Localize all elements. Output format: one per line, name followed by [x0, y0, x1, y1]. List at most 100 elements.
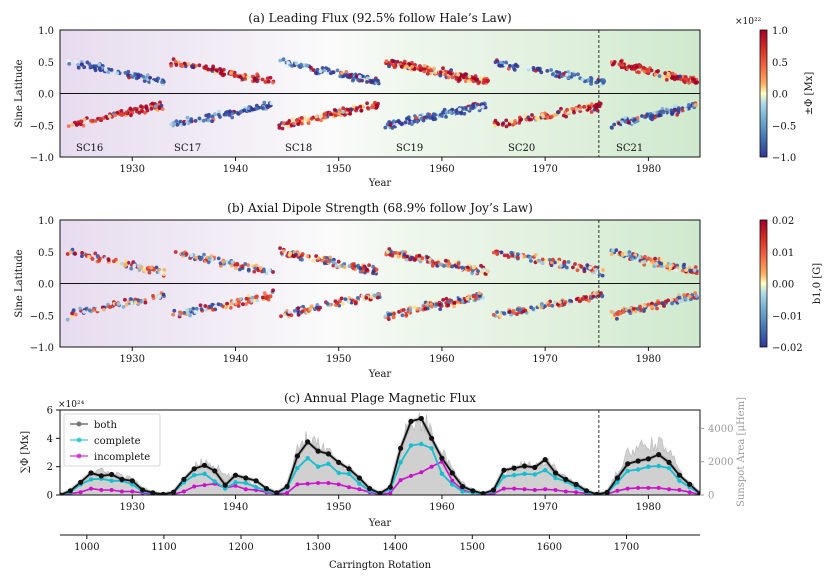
data-point	[128, 106, 133, 111]
data-point	[194, 255, 199, 260]
cycle-label-sc20: SC20	[508, 143, 535, 154]
data-point	[97, 258, 101, 263]
marker-both	[263, 486, 270, 492]
data-point	[621, 310, 626, 314]
data-point	[526, 65, 531, 69]
data-point	[668, 265, 673, 270]
data-point	[641, 65, 646, 70]
data-point	[600, 273, 605, 278]
data-point	[234, 266, 238, 270]
data-point	[93, 119, 98, 123]
data-point	[675, 112, 680, 117]
data-point	[213, 71, 217, 76]
data-point	[143, 300, 148, 305]
marker-incomplete	[119, 489, 124, 494]
data-point	[629, 64, 634, 69]
data-point	[400, 250, 405, 254]
data-point	[506, 66, 511, 71]
y-tick-label: 4	[47, 434, 53, 445]
marker-incomplete	[305, 481, 310, 486]
data-point	[175, 122, 180, 127]
data-point	[543, 304, 547, 308]
marker-complete	[212, 479, 217, 484]
data-point	[120, 261, 124, 266]
data-point	[398, 120, 402, 125]
data-point	[664, 107, 669, 112]
marker-complete	[615, 480, 620, 485]
data-point	[370, 105, 374, 110]
marker-both	[614, 475, 621, 481]
data-point	[139, 265, 144, 270]
marker-both	[367, 486, 373, 492]
data-point	[115, 261, 119, 265]
data-point	[335, 68, 340, 73]
data-point	[358, 104, 363, 109]
data-point	[126, 69, 131, 74]
data-point	[444, 115, 448, 119]
data-point	[564, 114, 568, 119]
data-point	[346, 299, 351, 304]
data-point	[465, 296, 470, 301]
data-point	[82, 310, 86, 314]
marker-complete	[429, 446, 434, 451]
data-point	[639, 307, 644, 312]
x-tick-label: 1960	[429, 502, 454, 513]
data-point	[197, 116, 202, 121]
data-point	[457, 107, 462, 112]
data-point	[683, 77, 688, 82]
marker-incomplete	[419, 470, 424, 475]
data-point	[515, 252, 520, 257]
data-point	[419, 66, 424, 71]
data-point	[238, 75, 243, 79]
data-point	[255, 106, 260, 111]
data-point	[97, 66, 102, 71]
data-point	[644, 114, 649, 119]
data-point	[540, 303, 544, 307]
data-point	[676, 106, 681, 111]
marker-incomplete	[543, 487, 548, 492]
data-point	[493, 118, 498, 123]
data-point	[351, 298, 355, 303]
data-point	[82, 65, 87, 70]
data-point	[657, 74, 662, 78]
data-point	[666, 71, 671, 76]
data-point	[80, 251, 84, 255]
marker-both	[398, 445, 404, 451]
marker-both	[470, 488, 476, 494]
data-point	[460, 265, 465, 270]
data-point	[688, 268, 692, 273]
data-point	[536, 118, 541, 123]
data-point	[674, 297, 679, 302]
data-point	[236, 304, 241, 308]
data-point	[572, 110, 576, 115]
data-point	[296, 251, 301, 256]
data-point	[204, 307, 208, 312]
data-point	[623, 119, 628, 124]
data-point	[470, 268, 475, 273]
data-point	[571, 72, 576, 77]
data-point	[151, 294, 155, 298]
data-point	[474, 77, 478, 81]
data-point	[280, 126, 285, 131]
data-point	[620, 252, 625, 256]
data-point	[173, 250, 178, 254]
marker-complete	[315, 464, 321, 469]
marker-complete	[625, 468, 630, 474]
data-point	[76, 65, 81, 70]
data-point	[98, 116, 103, 121]
x-tick-label: 1980	[636, 502, 661, 513]
data-point	[541, 114, 546, 119]
data-point	[403, 120, 408, 125]
marker-incomplete	[285, 490, 290, 495]
data-point	[496, 122, 501, 127]
data-point	[557, 70, 562, 75]
data-point	[334, 263, 339, 268]
marker-complete	[130, 482, 135, 487]
data-point	[169, 63, 174, 68]
marker-complete	[305, 456, 310, 461]
data-point	[438, 70, 443, 74]
data-point	[441, 298, 445, 302]
data-point	[556, 260, 561, 265]
marker-both	[346, 466, 352, 472]
